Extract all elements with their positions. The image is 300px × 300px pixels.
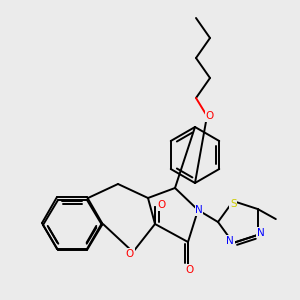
Text: O: O bbox=[186, 265, 194, 275]
Text: N: N bbox=[257, 228, 265, 238]
Text: O: O bbox=[158, 200, 166, 210]
Text: N: N bbox=[226, 236, 234, 246]
Text: O: O bbox=[126, 249, 134, 259]
Text: S: S bbox=[230, 199, 236, 209]
Text: O: O bbox=[206, 111, 214, 121]
Text: N: N bbox=[195, 205, 203, 215]
